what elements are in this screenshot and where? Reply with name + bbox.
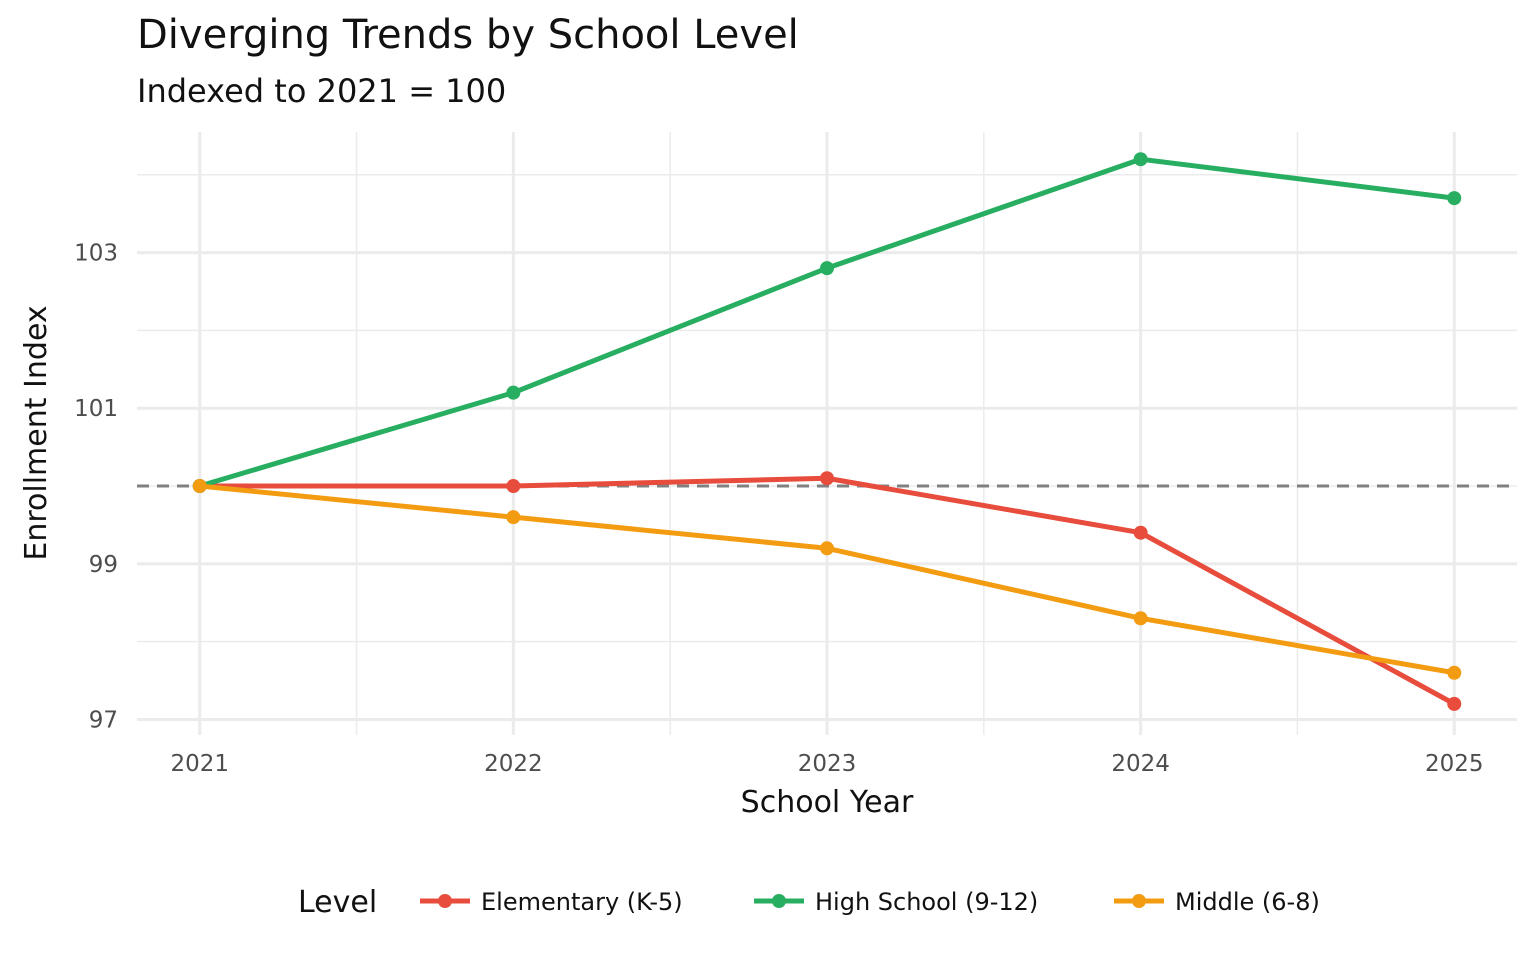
legend-key-point [438,894,452,908]
y-axis-label: Enrollment Index [19,305,54,560]
data-point [820,261,834,276]
x-tick-label: 2025 [1425,751,1484,777]
data-point [506,479,521,494]
x-axis-label: School Year [741,785,914,820]
chart-title: Diverging Trends by School Level [137,12,799,58]
data-point [506,510,521,525]
y-tick-label: 103 [74,241,118,267]
data-point [1447,696,1462,711]
data-point [1447,191,1462,206]
y-tick-label: 99 [89,552,118,578]
x-tick-label: 2024 [1111,751,1170,777]
legend-item-label: Middle (6-8) [1175,888,1320,916]
data-point [1133,611,1148,626]
chart-subtitle: Indexed to 2021 = 100 [137,72,507,110]
legend-key-point [772,894,786,908]
x-tick-label: 2023 [798,751,857,777]
x-tick-label: 2021 [170,751,229,777]
data-point [506,385,521,400]
legend-item-label: High School (9-12) [815,888,1038,916]
data-point [1447,665,1462,680]
legend-title: Level [298,885,377,920]
data-point [820,471,834,486]
legend-item-label: Elementary (K-5) [481,888,683,916]
data-point [1133,525,1148,540]
data-point [192,479,207,494]
data-point [820,541,834,556]
y-tick-label: 97 [89,707,118,733]
legend-key-point [1132,894,1146,908]
y-tick-label: 101 [74,396,118,422]
data-point [1133,152,1148,167]
x-tick-label: 2022 [484,751,543,777]
